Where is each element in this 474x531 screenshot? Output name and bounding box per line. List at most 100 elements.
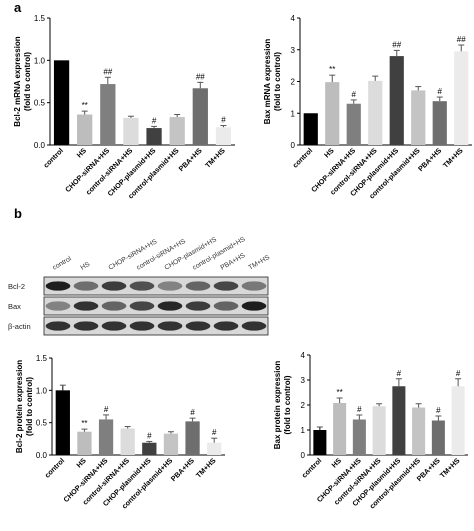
y-axis-label: Bcl-2 mRNA expression [13,36,22,127]
blot-strip [43,316,269,336]
significance-label: # [147,431,152,440]
bar [368,80,383,145]
blot-row-label: β-actin [8,322,31,331]
blot-band [157,281,183,291]
y-tick-label: 0.5 [34,99,46,108]
bar [53,60,70,146]
lane-label: TM+HS [248,254,272,272]
bar [100,84,116,145]
significance-label: # [221,116,226,125]
bar [120,428,135,455]
blot-band [241,321,267,331]
bar [169,117,185,145]
blot-row-label: Bax [8,302,21,311]
blot-band [129,281,155,291]
significance-label: ## [392,40,401,49]
blot-band [185,281,211,291]
blot-band [45,321,71,331]
panel-letter-a: a [14,0,22,15]
significance-label: # [104,405,109,414]
bar [55,390,70,455]
blot-band [101,301,127,311]
blot-band [129,301,155,311]
bar [325,82,340,145]
significance-label: ** [329,65,335,74]
y-tick-label: 1 [291,109,296,118]
blot-band [185,321,211,331]
blot-band [101,281,127,291]
bar [77,431,92,455]
y-tick-label: 0.0 [34,141,46,150]
significance-label: ## [196,72,205,81]
blot-band [213,301,239,311]
bar [313,430,327,455]
y-axis-label: (fold to control) [23,52,32,111]
blot-band [157,321,183,331]
blot-band [241,281,267,291]
y-tick-label: 1.0 [36,386,48,395]
bar [451,386,465,455]
significance-label: ** [81,419,87,428]
significance-label: # [438,87,443,96]
bar [346,103,361,145]
bar [412,407,426,455]
bar [192,88,208,145]
bar [372,406,386,455]
blot-band [73,281,99,291]
blot-band [101,321,127,331]
y-tick-label: 1.0 [34,56,46,65]
bar [389,56,404,145]
y-axis-label: Bcl-2 protein expression [15,360,24,453]
y-tick-label: 0.5 [36,419,48,428]
lane-label: HS [80,261,92,272]
blot-band [213,281,239,291]
significance-label: # [190,408,195,417]
lane-label: control-siRNA+HS [136,238,188,272]
lane-label: CHOP-siRNA+HS [108,238,159,272]
bar [432,101,447,145]
y-tick-label: 2 [301,401,306,410]
significance-label: ## [457,35,466,44]
significance-label: ** [82,101,88,110]
y-tick-label: 4 [291,14,296,23]
blot-band [157,301,183,311]
bar [207,442,222,455]
blot-band [45,281,71,291]
significance-label: # [212,428,217,437]
significance-label: # [397,369,402,378]
lane-label: control [52,255,74,272]
blot-band [73,301,99,311]
blot-row-label: Bcl-2 [8,282,25,291]
significance-label: # [456,369,461,378]
bar [146,128,162,145]
y-tick-label: 1 [301,426,306,435]
significance-label: # [357,405,362,414]
y-tick-label: 0 [301,451,306,460]
blot-band [45,301,71,311]
y-tick-label: 0.0 [36,451,48,460]
significance-label: # [436,406,441,415]
y-tick-label: 1.5 [36,354,48,363]
blot-band [213,321,239,331]
blot-strip [43,296,269,316]
y-axis-label: (fold to control) [25,377,34,436]
y-axis-label: (fold to control) [273,52,282,111]
bar [411,90,426,145]
bar [123,117,139,145]
y-tick-label: 2 [291,78,296,87]
panel-letter-b: b [14,206,22,221]
y-axis-label: Bax protein expression [273,361,282,450]
bar [352,419,366,455]
bar [454,51,469,145]
y-tick-label: 3 [291,46,296,55]
bar [77,114,93,145]
blot-band [129,321,155,331]
blot-strip [43,276,269,296]
significance-label: ** [337,388,343,397]
bar [333,403,347,455]
significance-label: ## [103,67,112,76]
